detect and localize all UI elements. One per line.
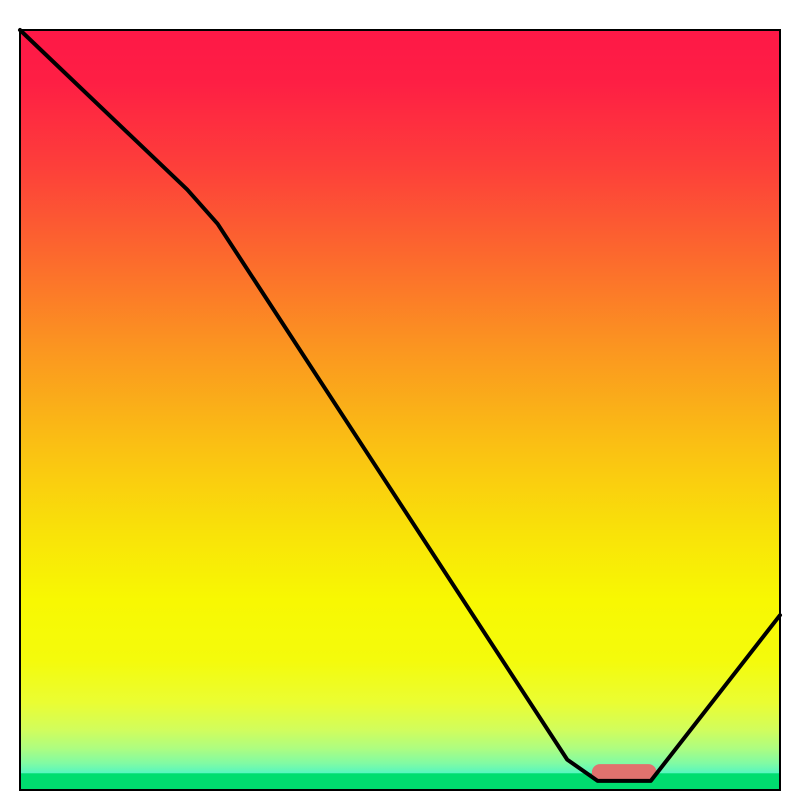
green-band [20,773,780,790]
gradient-backdrop [20,30,780,790]
bottleneck-chart [0,0,800,800]
chart-canvas: TheBottleneck.com [0,0,800,800]
optimal-marker [592,764,657,781]
